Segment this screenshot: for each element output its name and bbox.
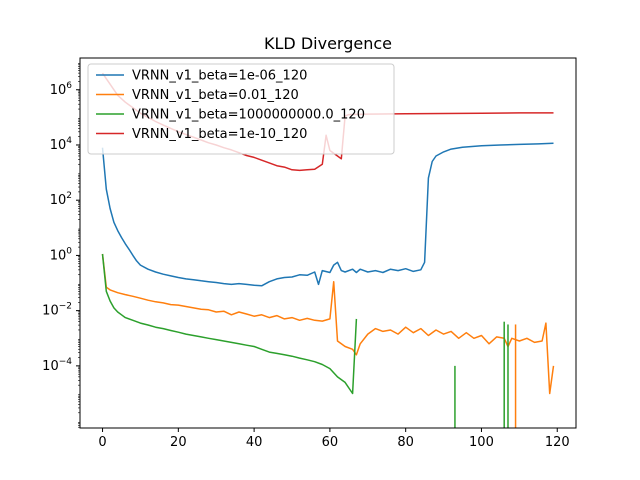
y-tick-label: 10−2 <box>42 302 72 319</box>
legend-label: VRNN_v1_beta=1000000000.0_120 <box>132 108 365 123</box>
x-tick-label: 100 <box>469 435 494 450</box>
x-tick-label: 20 <box>170 435 187 450</box>
x-tick-label: 40 <box>246 435 263 450</box>
series-line-2 <box>101 253 555 395</box>
legend-box <box>87 63 395 155</box>
legend-label: VRNN_v1_beta=1e-10_120 <box>132 127 307 142</box>
y-tick-label: 10−4 <box>42 357 72 374</box>
y-tick-label: 102 <box>50 191 72 208</box>
x-tick-label: 0 <box>98 435 106 450</box>
legend-label: VRNN_v1_beta=1e-06_120 <box>132 69 307 84</box>
x-axis: 0 20 40 60 80 100 120 <box>98 428 570 450</box>
y-axis: 10−4 10−2 100 102 104 106 <box>42 63 80 428</box>
plot-frame <box>79 57 577 429</box>
legend-label: VRNN_v1_beta=0.01_120 <box>132 88 299 103</box>
y-tick-label: 104 <box>50 136 73 153</box>
chart-title: KLD Divergence <box>264 34 392 53</box>
series-line-3 <box>101 253 358 395</box>
legend: VRNN_v1_beta=1e-06_120 VRNN_v1_beta=0.01_… <box>87 63 395 155</box>
x-tick-label: 120 <box>545 435 570 450</box>
x-tick-label: 60 <box>322 435 339 450</box>
y-tick-label: 106 <box>50 81 73 98</box>
y-tick-label: 100 <box>50 246 73 263</box>
x-tick-label: 80 <box>397 435 414 450</box>
series-line-1 <box>101 142 554 287</box>
